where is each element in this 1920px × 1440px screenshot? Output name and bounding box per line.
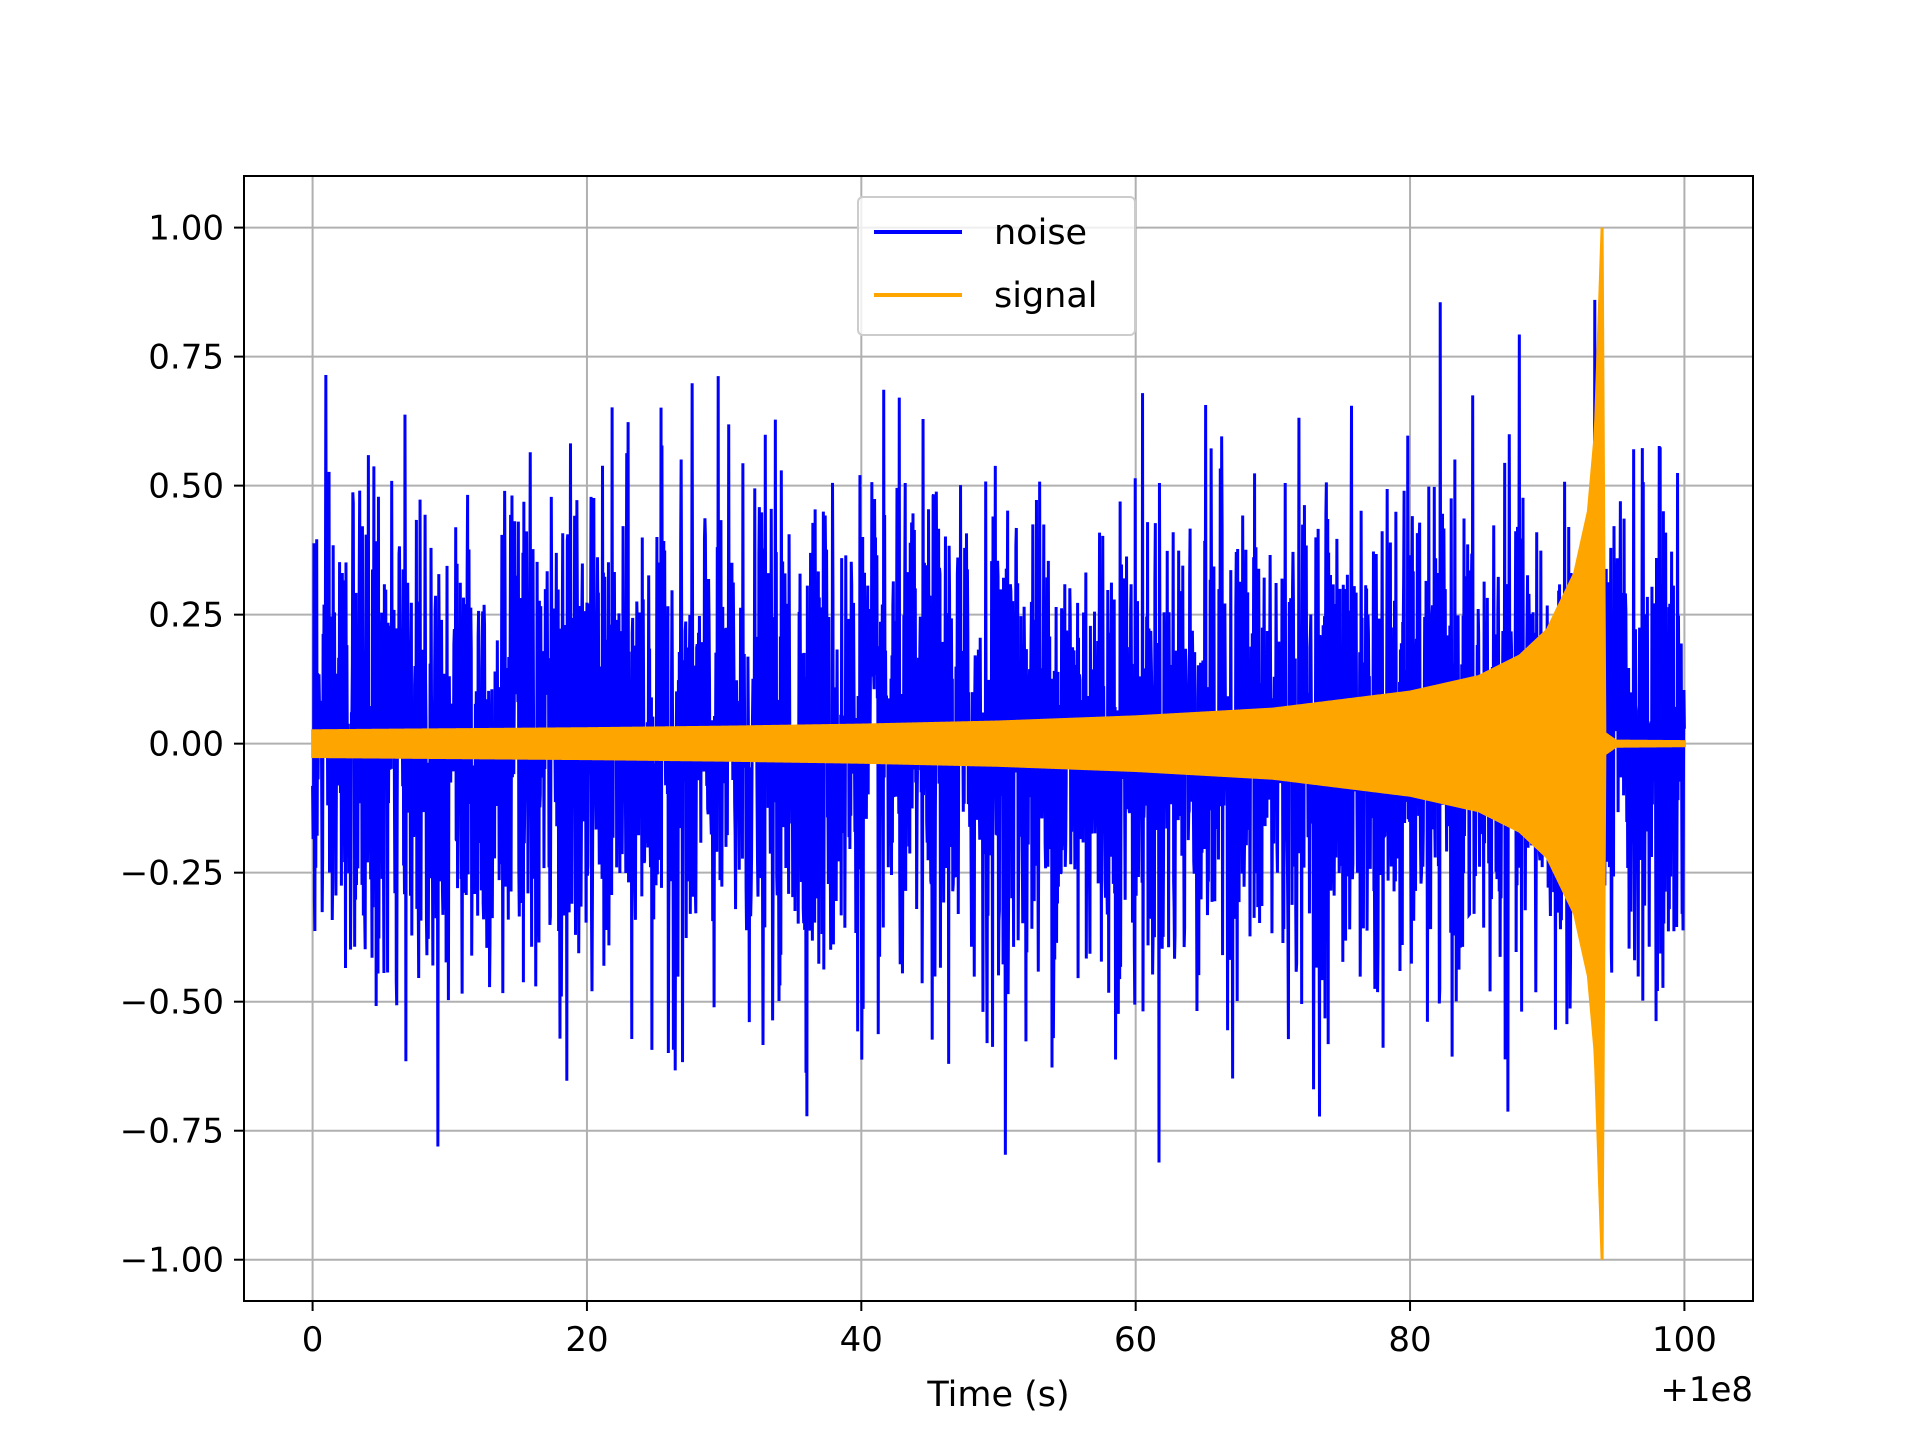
y-tick-label: 1.00 bbox=[148, 209, 224, 249]
plot-data bbox=[311, 227, 1686, 1260]
legend-signal-label: signal bbox=[994, 276, 1098, 316]
y-tick-label: 0.75 bbox=[148, 338, 224, 378]
y-tick-label: 0.50 bbox=[148, 467, 224, 507]
x-axis-label: Time (s) bbox=[926, 1375, 1069, 1415]
axis-ticks: 0 20 40 60 80 100 −1.00 −0.75 −0.50 −0.25 0.00 0.25… bbox=[120, 209, 1717, 1360]
x-tick-label: 60 bbox=[1114, 1320, 1157, 1360]
legend-noise-label: noise bbox=[994, 213, 1087, 253]
y-tick-label: −0.25 bbox=[120, 854, 224, 894]
y-tick-label: 0.00 bbox=[148, 725, 224, 765]
plot-frame bbox=[243, 175, 1754, 1302]
y-tick-label: 0.25 bbox=[148, 596, 224, 636]
x-offset-label: +1e8 bbox=[1660, 1370, 1753, 1410]
x-tick-label: 40 bbox=[840, 1320, 883, 1360]
x-tick-label: 80 bbox=[1388, 1320, 1431, 1360]
x-tick-label: 20 bbox=[565, 1320, 608, 1360]
y-tick-label: −0.50 bbox=[120, 983, 224, 1023]
legend: noise signal bbox=[857, 196, 1136, 336]
x-tick-label: 0 bbox=[302, 1320, 324, 1360]
x-tick-label: 100 bbox=[1652, 1320, 1717, 1360]
y-tick-label: −0.75 bbox=[120, 1112, 224, 1152]
y-tick-label: −1.00 bbox=[120, 1241, 224, 1281]
series-signal-line bbox=[311, 227, 1686, 1260]
